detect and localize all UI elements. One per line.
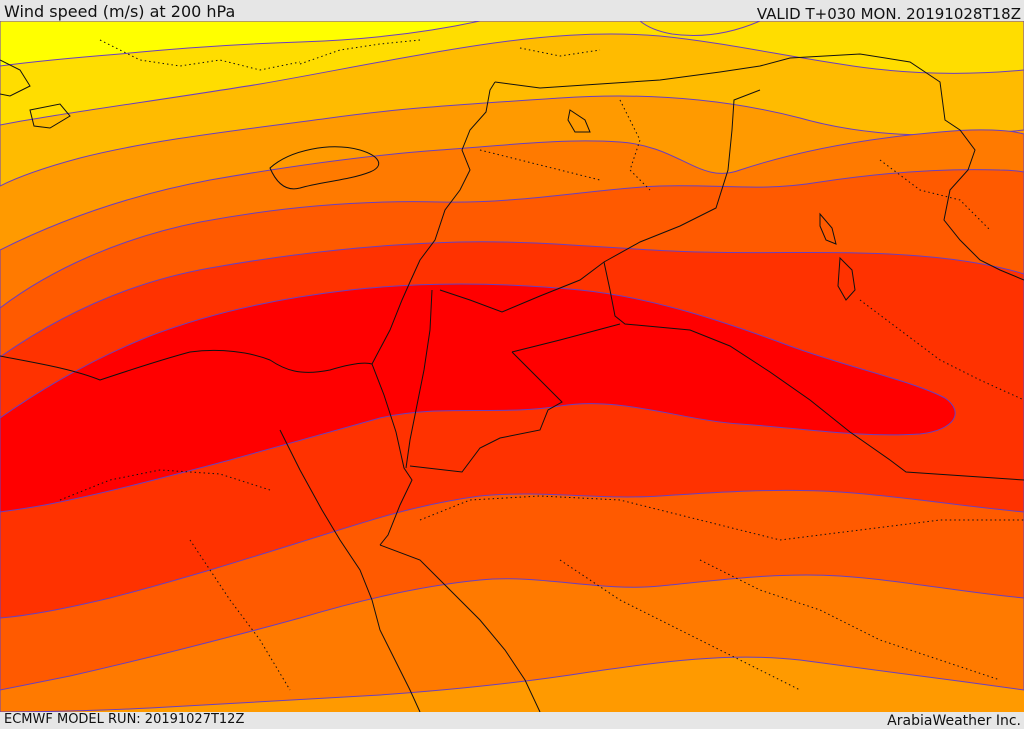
boundaries <box>0 53 1024 712</box>
band-north-4 <box>639 21 761 36</box>
map-title: Wind speed (m/s) at 200 hPa <box>4 2 236 21</box>
footer-bar: ECMWF MODEL RUN: 20191027T12Z ArabiaWeat… <box>0 712 1024 729</box>
model-run-label: ECMWF MODEL RUN: 20191027T12Z <box>4 712 245 727</box>
valid-time: VALID T+030 MON. 20191028T18Z <box>756 5 1021 23</box>
internal-boundaries <box>59 39 1024 691</box>
wind-speed-map <box>0 21 1024 712</box>
header-bar: Wind speed (m/s) at 200 hPa VALID T+030 … <box>0 0 1024 23</box>
credit-label: ArabiaWeather Inc. <box>887 713 1021 729</box>
band-north-2 <box>0 21 1024 126</box>
band-north-3 <box>0 21 481 67</box>
